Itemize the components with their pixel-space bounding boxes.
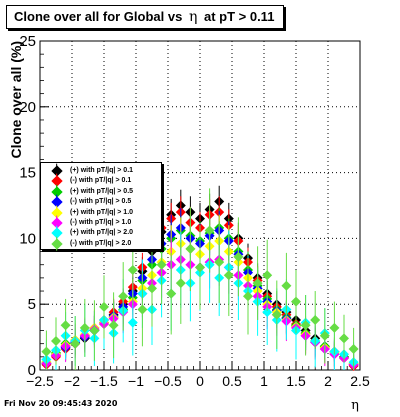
data-point (195, 262, 205, 273)
data-point (329, 322, 340, 333)
data-point (281, 280, 292, 291)
data-point (99, 301, 109, 312)
data-point (41, 346, 52, 357)
data-point (348, 343, 359, 354)
legend-entry: (+) with pT/|q| > 2.0 (41, 227, 161, 240)
data-point (137, 304, 148, 315)
data-point (339, 333, 349, 344)
legend-label: (-) with pT/|q| > 1.0 (70, 219, 132, 226)
y-axis-label: Clone over all (%) (8, 41, 24, 158)
title-symbol: η (188, 9, 198, 25)
data-point (233, 251, 244, 262)
data-point (223, 270, 234, 281)
data-point (214, 257, 225, 268)
data-point (60, 320, 71, 331)
legend: (+) with pT/|q| > 0.1 (-) with pT/|q| > 0… (40, 162, 162, 250)
legend-label: (+) with pT/|q| > 1.0 (70, 208, 134, 216)
legend-label: (+) with pT/|q| > 2.0 (70, 229, 134, 237)
x-tick-label: −2.5 (26, 373, 54, 389)
x-tick-label: −0.5 (154, 373, 182, 389)
data-point (51, 336, 61, 347)
data-point (185, 243, 196, 254)
data-point (147, 283, 157, 294)
x-tick-label: 2.5 (350, 373, 370, 389)
data-point (89, 325, 100, 336)
x-axis-label: η (351, 398, 359, 412)
legend-marker-icon (51, 238, 63, 250)
y-tick-label: 0 (28, 362, 36, 379)
x-tick-label: −1 (128, 373, 144, 389)
data-point (118, 291, 129, 302)
data-point (310, 314, 321, 325)
data-point (79, 322, 90, 333)
y-tick-label: 20 (19, 99, 36, 116)
data-point (156, 259, 167, 270)
legend-entry: (-) with pT/|q| > 1.0 (41, 217, 161, 229)
data-point (204, 225, 215, 236)
x-tick-label: −1.5 (90, 373, 118, 389)
x-tick-label: 0 (196, 373, 204, 389)
legend-label: (+) with pT/|q| > 0.5 (70, 187, 134, 195)
x-tick-label: 1 (260, 373, 268, 389)
data-point (252, 278, 263, 289)
x-tick-label: 0.5 (222, 373, 242, 389)
data-point (108, 320, 119, 331)
timestamp-footer: Fri Nov 20 09:45:43 2020 (4, 399, 118, 408)
legend-entry: (+) with pT/|q| > 1.0 (41, 206, 161, 219)
title-suffix: at pT > 0.11 (203, 9, 275, 24)
y-tick-label: 10 (19, 230, 36, 247)
x-tick-label: 1.5 (286, 373, 306, 389)
legend-label: (+) with pT/|q| > 0.1 (70, 167, 134, 174)
legend-label: (-) with pT/|q| > 0.5 (70, 198, 132, 206)
data-point (319, 330, 330, 341)
data-point (243, 291, 253, 302)
x-tick-label: −2 (64, 373, 80, 389)
y-tick-label: 5 (28, 296, 36, 313)
legend-label: (-) with pT/|q| > 0.1 (70, 177, 132, 185)
data-point (262, 307, 273, 318)
data-point (175, 278, 186, 289)
data-point (70, 338, 81, 349)
data-point (300, 320, 311, 331)
data-point (262, 270, 273, 281)
legend-entry: (+) with pT/|q| > 0.1 (41, 165, 161, 177)
data-point (271, 309, 282, 320)
data-point (127, 317, 138, 328)
data-point (127, 264, 138, 275)
y-tick-label: 15 (19, 165, 36, 182)
chart-title: Clone over all for Global vs η at pT > 0… (6, 5, 284, 29)
title-prefix: Clone over all for Global vs (14, 9, 183, 24)
data-point (166, 288, 177, 299)
y-tick-label: 25 (19, 33, 36, 50)
legend-entry: (-) with pT/|q| > 0.1 (41, 175, 161, 188)
x-tick-label: 2 (324, 373, 332, 389)
legend-entry: (+) with pT/|q| > 0.5 (41, 186, 161, 198)
data-point (291, 296, 301, 307)
legend-label: (-) with pT/|q| > 2.0 (70, 239, 132, 247)
legend-entry: (-) with pT/|q| > 0.5 (41, 196, 161, 208)
legend-entry: (-) with pT/|q| > 2.0 (41, 238, 161, 250)
